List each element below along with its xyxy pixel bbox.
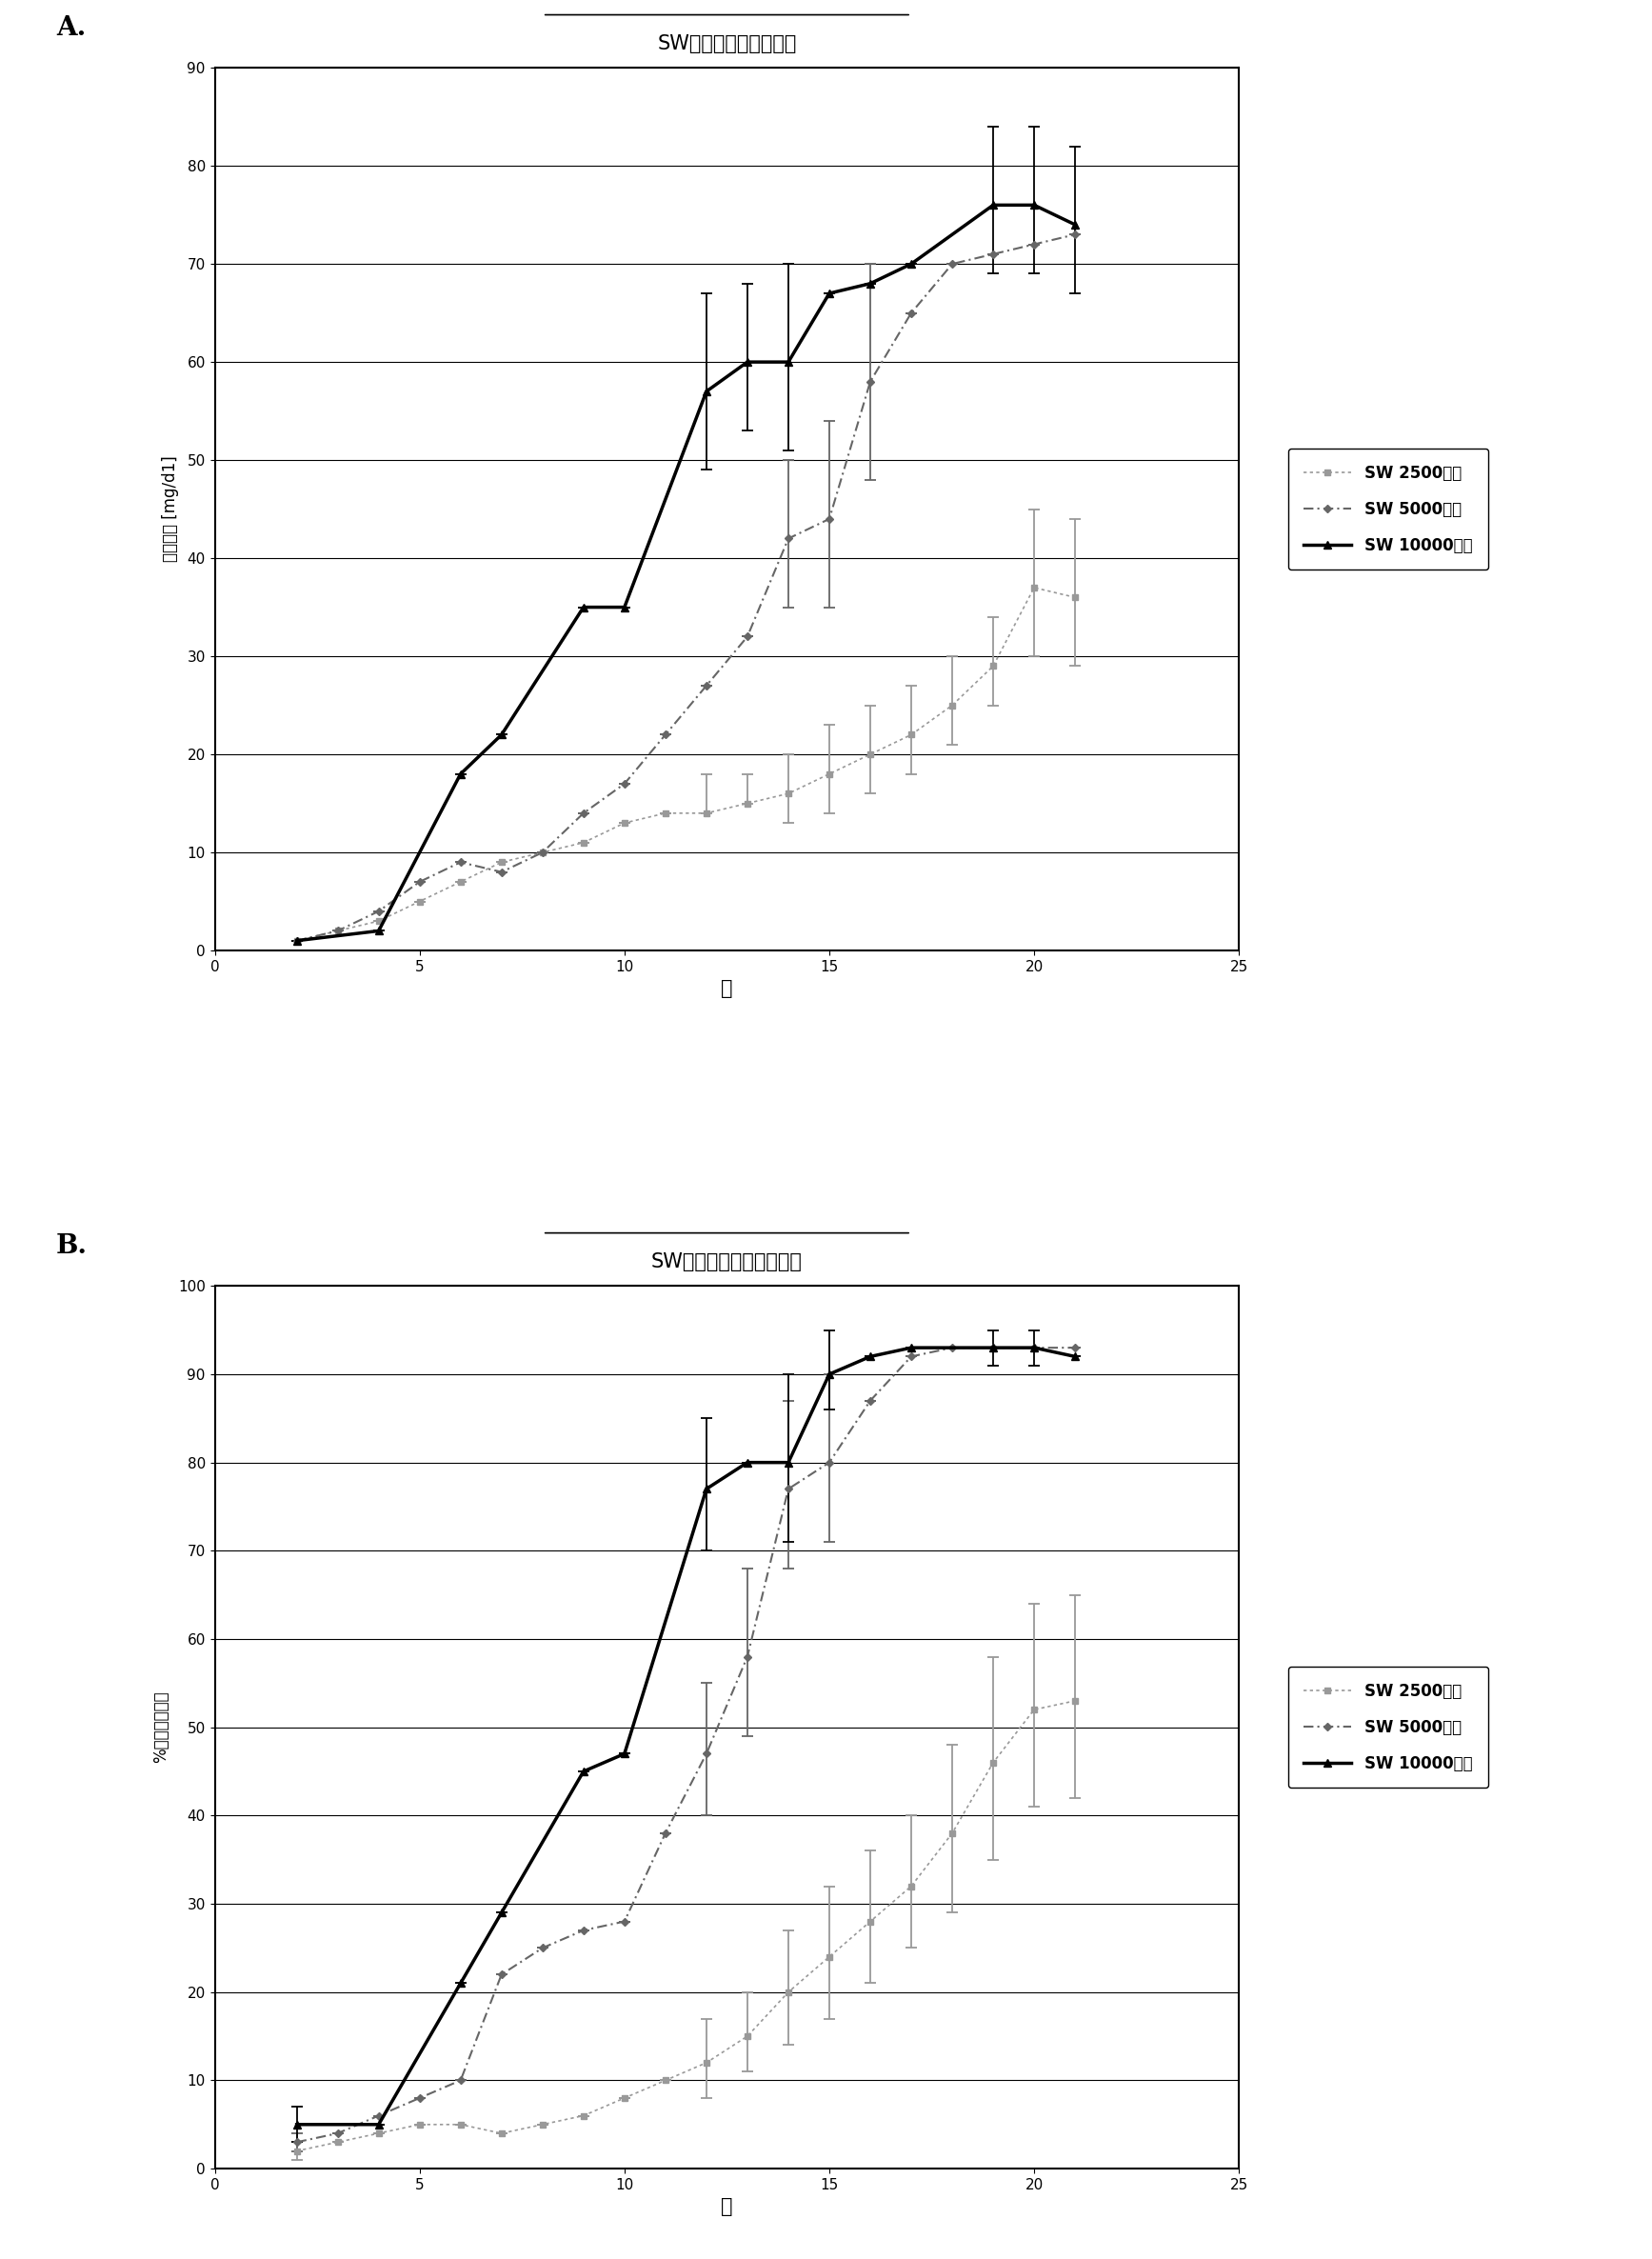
Title: SW培养物中的乳酸释放: SW培养物中的乳酸释放: [657, 34, 796, 52]
Text: B.: B.: [56, 1233, 88, 1258]
Y-axis label: %所消耗葡萄糖: %所消耗葡萄糖: [154, 1692, 170, 1764]
Title: SW培养物中的葡萄糖消耗: SW培养物中的葡萄糖消耗: [651, 1251, 803, 1272]
X-axis label: 天: 天: [720, 980, 733, 998]
Legend: SW 2500接种, SW 5000接种, SW 10000接种: SW 2500接种, SW 5000接种, SW 10000接种: [1289, 1667, 1488, 1787]
X-axis label: 天: 天: [720, 2198, 733, 2216]
Legend: SW 2500接种, SW 5000接种, SW 10000接种: SW 2500接种, SW 5000接种, SW 10000接种: [1289, 450, 1488, 569]
Y-axis label: 乳酸释放 [mg/d1]: 乳酸释放 [mg/d1]: [162, 456, 178, 562]
Text: A.: A.: [56, 16, 86, 41]
